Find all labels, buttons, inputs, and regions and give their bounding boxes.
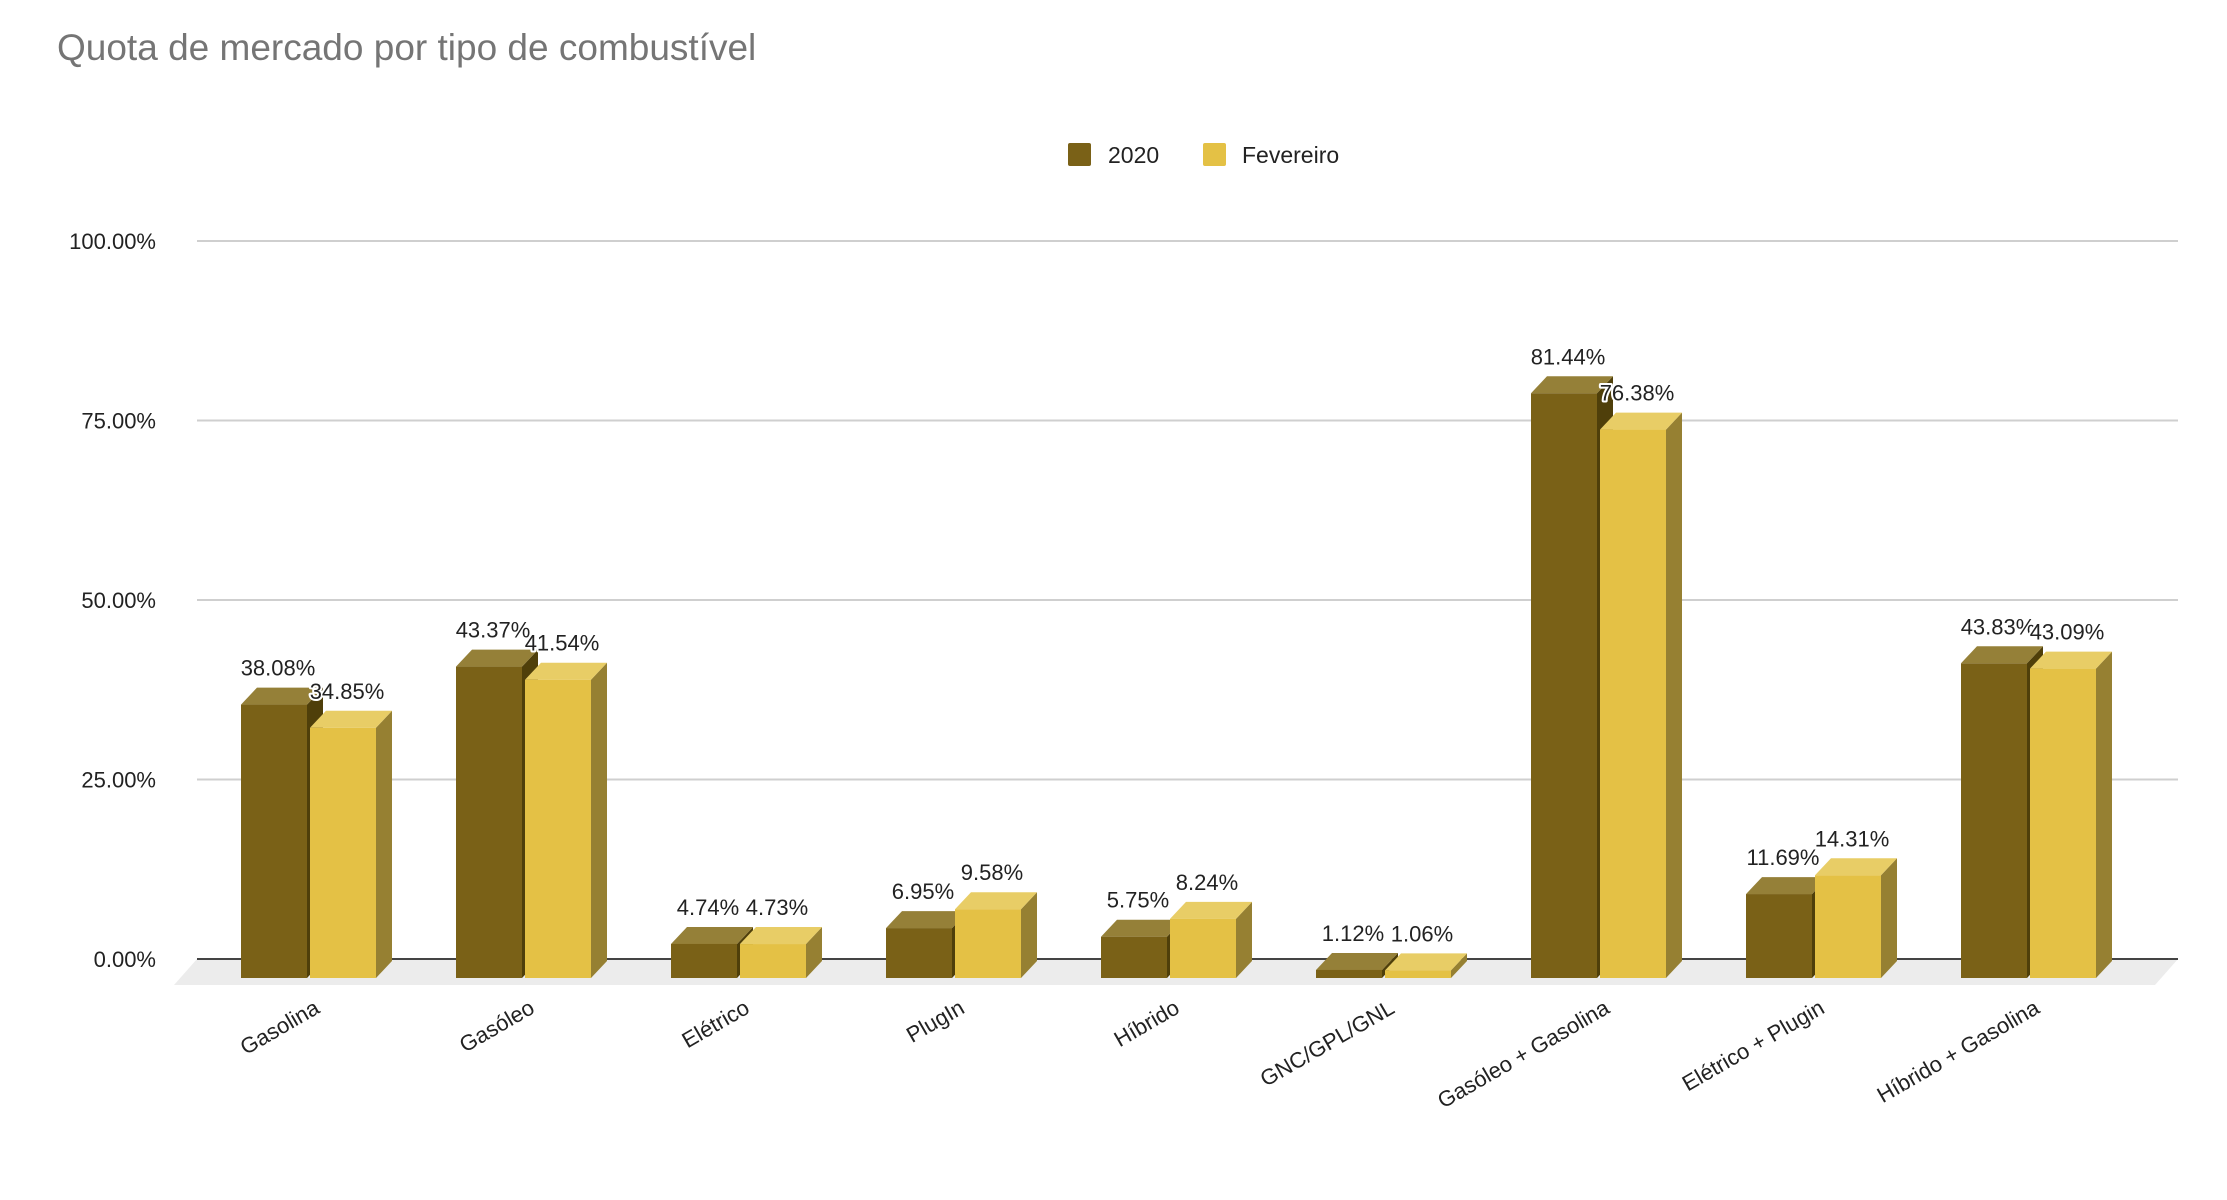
data-label: 38.08%	[241, 656, 316, 681]
legend-swatch-2020	[1068, 143, 1091, 166]
bar-front	[2030, 668, 2096, 978]
bar-2020	[241, 687, 323, 978]
bar-top	[671, 926, 753, 944]
x-axis-labels: Gasolina Gasóleo Elétrico PlugIn Híbrido GNC/…	[236, 994, 2044, 1113]
bar-fevereiro	[1600, 412, 1682, 978]
bar-side	[2096, 651, 2112, 978]
bar-side	[1666, 412, 1682, 978]
bar-front	[241, 704, 307, 978]
data-label: 9.58%	[961, 860, 1023, 885]
bar-front	[955, 909, 1021, 978]
x-tick-label: Híbrido	[1110, 995, 1184, 1052]
legend: 2020 Fevereiro	[1068, 142, 1339, 168]
bar-fevereiro	[525, 662, 607, 978]
bar-top	[1746, 877, 1828, 895]
bar-top	[1961, 646, 2043, 664]
bar-top	[1815, 858, 1897, 876]
bar-front	[1101, 936, 1167, 978]
data-label: 34.85%	[310, 679, 385, 704]
y-tick-label: 0.00%	[94, 947, 156, 972]
chart-title: Quota de mercado por tipo de combustível	[57, 27, 756, 68]
bar-front	[671, 943, 737, 978]
data-label: 6.95%	[892, 879, 954, 904]
bar-fevereiro	[955, 892, 1037, 978]
bar-top	[740, 927, 822, 945]
gridlines	[197, 240, 2178, 781]
x-tick-label: Elétrico	[677, 995, 753, 1053]
data-label: 43.37%	[456, 618, 531, 643]
bar-side	[1881, 858, 1897, 978]
bar-top	[310, 710, 392, 728]
bar-front	[1600, 429, 1666, 978]
bar-front	[1746, 894, 1812, 978]
bar-fevereiro	[310, 710, 392, 978]
bar-fevereiro	[1385, 953, 1467, 978]
data-label: 43.09%	[2030, 620, 2105, 645]
data-label: 4.73%	[746, 895, 808, 920]
bar-front	[1531, 393, 1597, 978]
y-axis-ticks: 0.00% 25.00% 50.00% 75.00% 100.00%	[69, 229, 156, 972]
bar-front	[525, 679, 591, 978]
bar-top	[2030, 651, 2112, 669]
bar-top	[1101, 919, 1183, 937]
data-label: 41.54%	[525, 631, 600, 656]
data-label: 14.31%	[1815, 826, 1890, 851]
bar-front	[1961, 663, 2027, 978]
bar-front	[1385, 970, 1451, 978]
bar-top	[1385, 953, 1467, 971]
bar-top	[1316, 952, 1398, 970]
bar-top	[1600, 412, 1682, 430]
x-tick-label: Gasóleo + Gasolina	[1433, 994, 1614, 1113]
x-tick-label: GNC/GPL/GNL	[1256, 995, 1399, 1092]
bar-front	[1815, 875, 1881, 978]
data-label: 1.06%	[1391, 921, 1453, 946]
bar-front	[310, 727, 376, 978]
x-tick-label: Gasolina	[236, 994, 324, 1059]
y-tick-label: 50.00%	[81, 588, 156, 613]
bar-front	[886, 928, 952, 978]
legend-swatch-fevereiro	[1203, 143, 1226, 166]
legend-label-fevereiro: Fevereiro	[1242, 142, 1339, 168]
bar-side	[1236, 901, 1252, 978]
x-tick-label: PlugIn	[902, 995, 969, 1048]
bar-top	[241, 687, 323, 705]
bar-side	[806, 927, 822, 978]
data-label: 8.24%	[1176, 870, 1238, 895]
bar-side	[591, 662, 607, 978]
y-tick-label: 100.00%	[69, 229, 156, 254]
bar-front	[456, 666, 522, 978]
data-label: 76.38%	[1600, 381, 1675, 406]
data-label: 81.44%	[1531, 344, 1606, 369]
bar-fevereiro	[740, 927, 822, 978]
data-label: 4.74%	[677, 895, 739, 920]
legend-label-2020: 2020	[1108, 142, 1159, 168]
y-tick-label: 75.00%	[81, 409, 156, 434]
data-label: 43.83%	[1961, 614, 2036, 639]
bar-front	[1170, 918, 1236, 978]
bars	[241, 376, 2112, 978]
bar-top	[525, 662, 607, 680]
bar-top	[886, 911, 968, 929]
bar-front	[740, 944, 806, 978]
x-tick-label: Elétrico + Plugin	[1678, 995, 1829, 1096]
bar-top	[1531, 376, 1613, 394]
data-labels: 38.08%34.85% 43.37%41.54% 4.74% 4.73% 6.95% 9…	[239, 342, 2107, 948]
bar-fevereiro	[1815, 858, 1897, 978]
bar-side	[1021, 892, 1037, 978]
bar-side	[1451, 953, 1467, 978]
y-tick-label: 25.00%	[81, 768, 156, 793]
x-tick-label: Híbrido + Gasolina	[1873, 994, 2044, 1107]
bar-front	[1316, 969, 1382, 978]
x-tick-label: Gasóleo	[455, 995, 538, 1058]
data-label: 11.69%	[1747, 845, 1820, 870]
bar-top	[1170, 901, 1252, 919]
bar-side	[376, 710, 392, 978]
bar-fevereiro	[1170, 901, 1252, 978]
bar-fevereiro	[2030, 651, 2112, 978]
bar-top	[955, 892, 1037, 910]
data-label: 5.75%	[1107, 888, 1169, 913]
data-label: 1.12%	[1322, 921, 1384, 946]
bar-top	[456, 649, 538, 667]
